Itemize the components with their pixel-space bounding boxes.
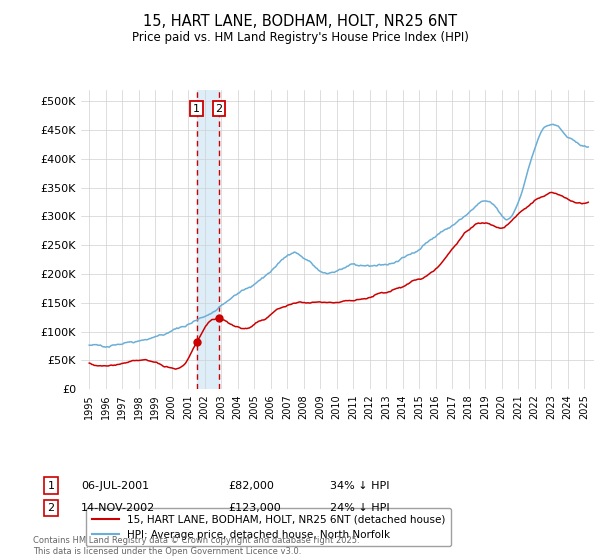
Text: £82,000: £82,000: [228, 480, 274, 491]
Text: 2: 2: [47, 503, 55, 513]
Text: 14-NOV-2002: 14-NOV-2002: [81, 503, 155, 513]
Text: 06-JUL-2001: 06-JUL-2001: [81, 480, 149, 491]
Text: 15, HART LANE, BODHAM, HOLT, NR25 6NT: 15, HART LANE, BODHAM, HOLT, NR25 6NT: [143, 14, 457, 29]
Bar: [197, 90, 219, 389]
Text: Contains HM Land Registry data © Crown copyright and database right 2025.
This d: Contains HM Land Registry data © Crown c…: [33, 536, 359, 556]
Text: 1: 1: [193, 104, 200, 114]
Text: 24% ↓ HPI: 24% ↓ HPI: [330, 503, 389, 513]
Legend: 15, HART LANE, BODHAM, HOLT, NR25 6NT (detached house), HPI: Average price, deta: 15, HART LANE, BODHAM, HOLT, NR25 6NT (d…: [86, 508, 451, 546]
Text: £123,000: £123,000: [228, 503, 281, 513]
Text: Price paid vs. HM Land Registry's House Price Index (HPI): Price paid vs. HM Land Registry's House …: [131, 31, 469, 44]
Text: 2: 2: [215, 104, 223, 114]
Text: 34% ↓ HPI: 34% ↓ HPI: [330, 480, 389, 491]
Text: 1: 1: [47, 480, 55, 491]
